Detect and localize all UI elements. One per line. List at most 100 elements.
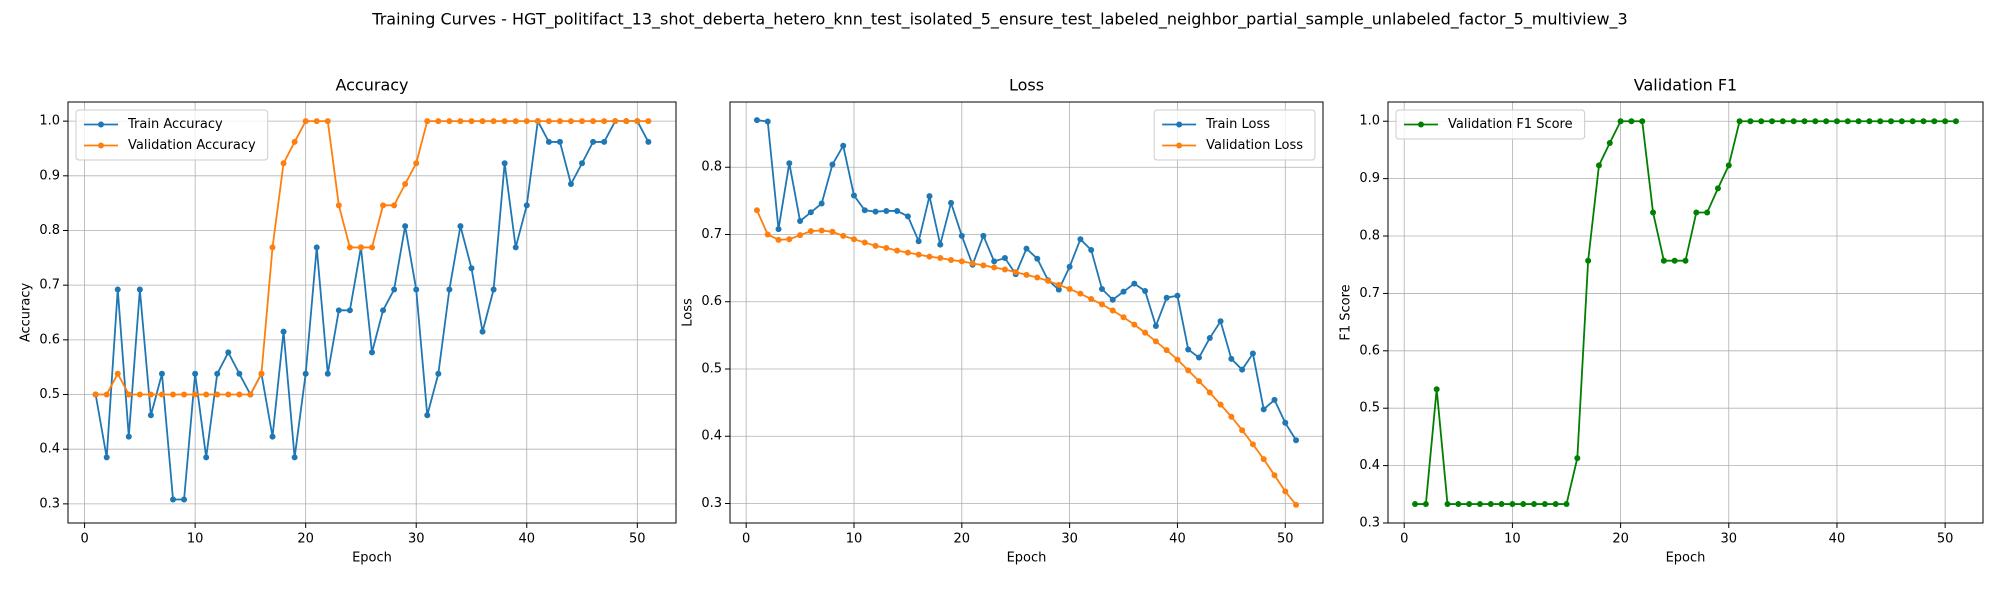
point bbox=[861, 239, 868, 246]
point bbox=[1131, 321, 1138, 328]
point bbox=[634, 118, 641, 125]
point bbox=[147, 412, 154, 419]
point bbox=[1476, 501, 1483, 508]
point bbox=[1066, 263, 1073, 270]
point bbox=[346, 307, 353, 314]
point bbox=[948, 199, 955, 206]
point bbox=[567, 118, 574, 125]
point bbox=[1293, 501, 1300, 508]
point bbox=[158, 391, 165, 398]
point bbox=[181, 496, 188, 503]
x-tick-label: 10 bbox=[1504, 532, 1521, 547]
point bbox=[302, 118, 309, 125]
point bbox=[567, 181, 574, 188]
point bbox=[1109, 296, 1116, 303]
point bbox=[1120, 288, 1127, 295]
point bbox=[872, 208, 879, 215]
x-tick-label: 40 bbox=[1829, 532, 1846, 547]
point bbox=[1185, 346, 1192, 353]
point bbox=[446, 286, 453, 293]
point bbox=[1909, 118, 1916, 125]
point bbox=[512, 244, 519, 251]
point bbox=[1466, 501, 1473, 508]
chart-title: Validation F1 bbox=[1634, 76, 1737, 95]
point bbox=[1109, 307, 1116, 314]
point bbox=[1098, 301, 1105, 308]
point bbox=[818, 227, 825, 234]
point bbox=[1531, 501, 1538, 508]
point bbox=[1898, 118, 1905, 125]
point bbox=[247, 391, 254, 398]
point bbox=[1595, 162, 1602, 169]
point bbox=[1152, 338, 1159, 345]
x-tick-label: 20 bbox=[297, 532, 314, 547]
y-tick-label: 0.3 bbox=[39, 496, 60, 511]
point bbox=[764, 231, 771, 238]
point bbox=[192, 370, 199, 377]
legend-label: Validation Accuracy bbox=[128, 138, 256, 153]
point bbox=[291, 138, 298, 145]
point bbox=[125, 391, 132, 398]
point bbox=[236, 391, 243, 398]
point bbox=[170, 496, 177, 503]
point bbox=[170, 391, 177, 398]
point bbox=[775, 226, 782, 233]
point bbox=[1228, 413, 1235, 420]
y-axis-label: F1 Score bbox=[1339, 284, 1354, 340]
y-tick-label: 0.4 bbox=[1359, 458, 1380, 473]
point bbox=[1563, 501, 1570, 508]
x-tick-label: 50 bbox=[1937, 532, 1954, 547]
point bbox=[103, 391, 110, 398]
point bbox=[214, 370, 221, 377]
point bbox=[850, 192, 857, 199]
chart-title: Loss bbox=[1009, 76, 1044, 95]
point bbox=[335, 202, 342, 209]
point bbox=[1152, 322, 1159, 329]
point bbox=[991, 264, 998, 271]
point bbox=[125, 433, 132, 440]
point bbox=[1660, 257, 1667, 264]
point bbox=[764, 118, 771, 125]
point bbox=[883, 207, 890, 214]
point bbox=[512, 118, 519, 125]
point bbox=[1606, 140, 1613, 147]
point bbox=[797, 218, 804, 225]
x-tick-label: 0 bbox=[80, 532, 88, 547]
point bbox=[1228, 355, 1235, 362]
y-tick-label: 0.9 bbox=[1359, 171, 1380, 186]
point bbox=[490, 118, 497, 125]
y-tick-label: 0.8 bbox=[1359, 229, 1380, 244]
point bbox=[269, 244, 276, 251]
point bbox=[501, 118, 508, 125]
y-tick-label: 0.7 bbox=[701, 227, 722, 242]
point bbox=[424, 118, 431, 125]
legend-marker bbox=[1176, 142, 1183, 149]
point bbox=[807, 209, 814, 216]
point bbox=[1282, 419, 1289, 426]
point bbox=[926, 193, 933, 200]
point bbox=[556, 138, 563, 145]
point bbox=[1714, 185, 1721, 192]
point bbox=[612, 118, 619, 125]
point bbox=[1769, 118, 1776, 125]
point bbox=[1671, 257, 1678, 264]
y-tick-label: 1.0 bbox=[39, 114, 60, 129]
point bbox=[1282, 488, 1289, 495]
point bbox=[181, 391, 188, 398]
point bbox=[545, 138, 552, 145]
point bbox=[1866, 118, 1873, 125]
point bbox=[1174, 292, 1181, 299]
point bbox=[883, 244, 890, 251]
point bbox=[424, 412, 431, 419]
point bbox=[402, 223, 409, 230]
point bbox=[1942, 118, 1949, 125]
legend-label: Validation F1 Score bbox=[1448, 117, 1573, 132]
point bbox=[1444, 501, 1451, 508]
point bbox=[1509, 501, 1516, 508]
point bbox=[402, 181, 409, 188]
figure-title: Training Curves - HGT_politifact_13_shot… bbox=[371, 10, 1627, 30]
point bbox=[1034, 274, 1041, 281]
point bbox=[1823, 118, 1830, 125]
point bbox=[357, 244, 364, 251]
point bbox=[1239, 427, 1246, 434]
